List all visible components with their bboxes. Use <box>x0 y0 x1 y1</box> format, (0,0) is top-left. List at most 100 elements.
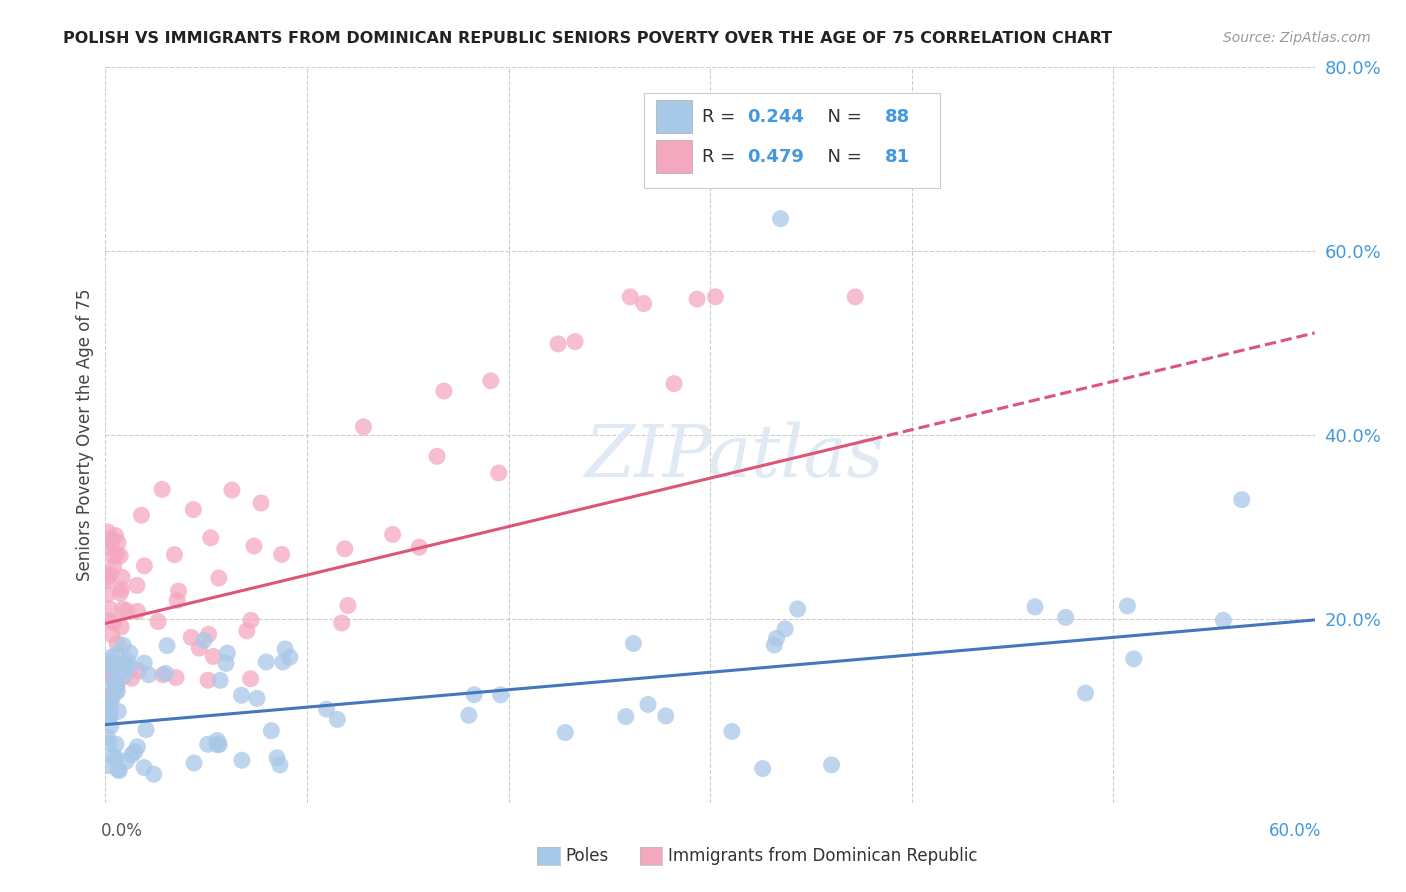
Point <box>121 747 143 762</box>
Point <box>105 658 128 673</box>
Point <box>554 725 576 739</box>
Text: N =: N = <box>817 148 868 166</box>
Point <box>156 639 179 653</box>
Point <box>254 655 277 669</box>
Point <box>239 672 262 686</box>
Point <box>98 566 121 581</box>
Point <box>1230 492 1253 507</box>
Point <box>96 758 118 772</box>
Point <box>101 627 124 641</box>
Point <box>110 549 132 563</box>
Point <box>564 334 586 349</box>
Point <box>105 684 128 698</box>
Point <box>124 745 146 759</box>
Point <box>107 704 129 718</box>
Point <box>103 559 125 574</box>
Point <box>110 663 132 677</box>
Point <box>488 466 510 480</box>
Point <box>167 584 190 599</box>
Point <box>101 677 124 691</box>
Point <box>786 602 808 616</box>
Point <box>315 702 337 716</box>
Point <box>278 650 301 665</box>
Point <box>110 586 132 600</box>
Point <box>96 661 118 675</box>
Point <box>260 723 283 738</box>
Point <box>209 673 232 688</box>
Text: N =: N = <box>817 108 868 126</box>
Point <box>221 483 243 497</box>
Point <box>183 756 205 770</box>
Point <box>381 527 404 541</box>
Point <box>111 570 134 584</box>
Point <box>686 292 709 306</box>
Point <box>1122 652 1144 666</box>
Point <box>408 541 430 555</box>
Point <box>101 533 124 547</box>
Point <box>207 738 229 752</box>
Point <box>127 739 149 754</box>
FancyBboxPatch shape <box>655 140 692 173</box>
Point <box>105 636 128 650</box>
Point <box>134 760 156 774</box>
Point <box>330 615 353 630</box>
Point <box>125 578 148 592</box>
Point <box>115 604 138 618</box>
Point <box>117 654 139 668</box>
Point <box>135 723 157 737</box>
Point <box>155 666 177 681</box>
Point <box>619 290 641 304</box>
Point <box>97 693 120 707</box>
Point <box>326 713 349 727</box>
Point <box>1116 599 1139 613</box>
Point <box>96 540 118 554</box>
Point <box>215 657 238 671</box>
Point <box>547 337 569 351</box>
Point <box>97 655 120 669</box>
Point <box>110 582 132 597</box>
Point <box>96 570 118 584</box>
Point <box>104 675 127 690</box>
Point <box>142 767 165 781</box>
Text: 0.479: 0.479 <box>748 148 804 166</box>
Text: R =: R = <box>702 148 741 166</box>
Point <box>336 599 359 613</box>
Point <box>110 620 132 634</box>
Point <box>844 290 866 304</box>
Point <box>1054 610 1077 624</box>
Point <box>270 548 292 562</box>
Point <box>765 632 787 646</box>
Point <box>107 535 129 549</box>
Point <box>118 660 141 674</box>
Point <box>98 695 121 709</box>
Point <box>231 753 253 767</box>
Point <box>100 702 122 716</box>
Point <box>100 695 122 709</box>
Point <box>333 541 356 556</box>
Point <box>769 211 792 226</box>
Point <box>637 698 659 712</box>
Point <box>98 709 121 723</box>
Text: R =: R = <box>702 108 741 126</box>
Point <box>208 571 231 585</box>
Point <box>202 649 225 664</box>
Point <box>623 636 645 650</box>
Point <box>112 669 135 683</box>
Point <box>269 758 291 772</box>
Text: POLISH VS IMMIGRANTS FROM DOMINICAN REPUBLIC SENIORS POVERTY OVER THE AGE OF 75 : POLISH VS IMMIGRANTS FROM DOMINICAN REPU… <box>63 31 1112 46</box>
Point <box>180 630 202 644</box>
Y-axis label: Seniors Poverty Over the Age of 75: Seniors Poverty Over the Age of 75 <box>76 289 94 581</box>
Point <box>721 724 744 739</box>
Point <box>426 450 449 464</box>
Point <box>246 691 269 706</box>
Point <box>96 574 118 588</box>
Point <box>118 646 141 660</box>
Point <box>353 420 375 434</box>
Text: 0.0%: 0.0% <box>101 822 143 840</box>
Point <box>127 664 149 678</box>
Text: Poles: Poles <box>565 847 609 865</box>
Point <box>100 687 122 701</box>
Point <box>231 688 253 702</box>
Point <box>103 615 125 630</box>
Point <box>457 708 479 723</box>
